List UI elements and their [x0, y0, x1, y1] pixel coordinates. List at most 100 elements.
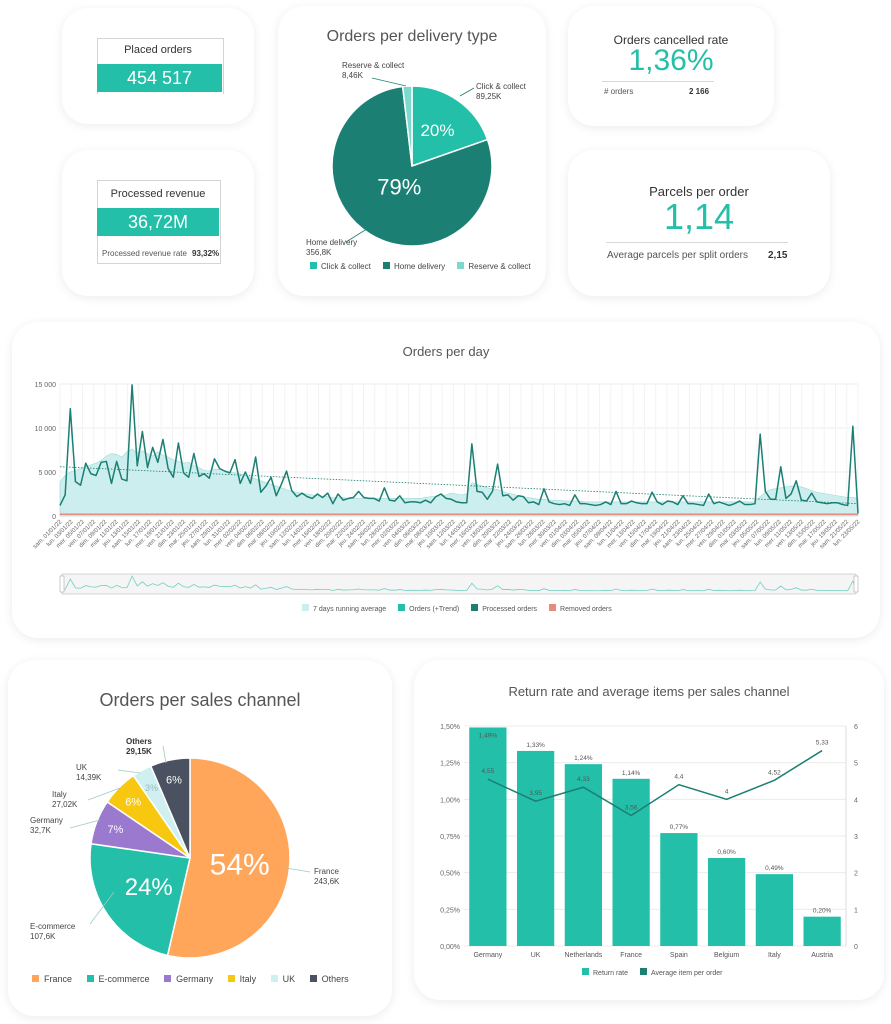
legend-item-italy[interactable]: Italy — [239, 974, 257, 984]
line-label-spain: 4,4 — [674, 774, 683, 781]
delivery-type-label-home: Home delivery 356,8K — [306, 238, 357, 258]
sales-label-italy-name: Italy — [52, 790, 67, 799]
bar-label-austria: 0,20% — [813, 908, 832, 915]
bar-label-belgium: 0,60% — [717, 849, 736, 856]
legend-item-reserve[interactable]: Reserve & collect — [468, 262, 531, 271]
pie-slice-e-commerce — [89, 842, 191, 957]
y-left-tick-label: 1,25% — [440, 761, 460, 768]
sales-label-germany-value: 32,7K — [30, 826, 51, 835]
leader-home — [345, 221, 379, 243]
delivery-type-label-home-value: 356,8K — [306, 248, 332, 257]
bar-austria — [803, 916, 841, 946]
pie-slice-reserve-collect — [401, 85, 413, 167]
sales-label-others: Others 29,15K — [126, 737, 152, 757]
processed-revenue-rate-value: 93,32% — [192, 249, 220, 258]
sales-label-others-name: Others — [126, 737, 152, 746]
sales-label-france: France 243,6K — [314, 867, 339, 887]
legend-swatch-uk — [270, 975, 278, 982]
sales-channel-legend: France E-commerce Germany Italy UK Other… — [32, 974, 349, 984]
bar-label-spain: 0,77% — [670, 824, 689, 831]
orders-per-day-legend: 7 days running average Orders (+Trend) P… — [302, 604, 612, 613]
cancelled-rate-value: 1,36% — [628, 44, 714, 77]
sales-label-italy-value: 27,02K — [52, 800, 78, 809]
sales-label-france-name: France — [314, 867, 339, 876]
y-left-tick-label: 0,75% — [440, 834, 460, 841]
parcels-sub-value: 2,15 — [768, 250, 788, 261]
series-orders-trend — [59, 466, 859, 505]
delivery-type-label-click-value: 89,25K — [476, 92, 502, 101]
legend-swatch-home — [383, 262, 391, 269]
parcels-divider — [606, 242, 788, 243]
y-tick-label: 15 000 — [35, 382, 57, 389]
placed-orders-value: 454 517 — [97, 64, 222, 92]
bar-belgium — [708, 858, 746, 946]
y-left-tick-label: 1,50% — [440, 724, 460, 731]
pie-pct-home-delivery: 79% — [377, 174, 421, 199]
bar-label-france: 1,14% — [622, 770, 641, 777]
range-navigator-series — [59, 575, 859, 592]
processed-revenue-card: Processed revenue 36,72M Processed reven… — [62, 150, 254, 296]
legend-swatch-italy — [227, 975, 235, 982]
pie-pct-uk: 3% — [145, 783, 158, 793]
legend-item-avg-items[interactable]: Average item per order — [650, 970, 723, 977]
leader-france — [285, 867, 311, 873]
sales-label-ecommerce-name: E-commerce — [30, 922, 76, 931]
legend-item-germany[interactable]: Germany — [176, 974, 214, 984]
legend-swatch-france — [32, 975, 39, 982]
legend-item-click[interactable]: Click & collect — [321, 262, 371, 271]
legend-item-home[interactable]: Home delivery — [394, 262, 446, 271]
legend-item-return[interactable]: Return rate — [593, 970, 629, 977]
legend-item-trend[interactable]: Orders (+Trend) — [409, 606, 460, 613]
pie-pct-germany: 7% — [107, 824, 123, 836]
x-tick-label-netherlands: Netherlands — [565, 952, 603, 959]
cancelled-rate-sub-label: # orders — [604, 87, 634, 96]
delivery-type-pie: 20% 79% — [331, 77, 493, 247]
legend-swatch-others — [309, 975, 317, 982]
x-tick-label-italy: Italy — [768, 952, 781, 959]
parcels-value: 1,14 — [663, 196, 735, 237]
orders-per-day-title: Orders per day — [402, 344, 490, 359]
cancelled-rate-label: Orders cancelled rate — [613, 33, 729, 47]
line-label-netherlands: 4,33 — [577, 776, 590, 783]
placed-orders-label: Placed orders — [124, 44, 192, 56]
pie-pct-e-commerce: 24% — [125, 874, 173, 901]
leader-uk — [117, 769, 141, 774]
sales-channel-title: Orders per sales channel — [99, 690, 301, 710]
legend-item-france[interactable]: France — [44, 974, 73, 984]
bar-label-italy: 0,49% — [765, 865, 784, 872]
cancelled-rate-sub-value: 2 166 — [689, 87, 710, 96]
legend-swatch-removed — [549, 604, 557, 611]
processed-revenue-value: 36,72M — [97, 208, 219, 236]
delivery-type-card: Orders per delivery type 20% 79% Reserve … — [278, 6, 546, 296]
series-average-items — [487, 749, 823, 817]
cancelled-rate-card: Orders cancelled rate 1,36% # orders 2 1… — [568, 6, 774, 126]
delivery-type-label-reserve-value: 8,46K — [342, 71, 363, 80]
legend-item-uk[interactable]: UK — [282, 974, 296, 984]
legend-item-processed[interactable]: Processed orders — [482, 606, 538, 613]
pie-pct-france: 54% — [210, 848, 270, 881]
x-tick-label-spain: Spain — [670, 952, 688, 959]
bar-label-uk: 1,33% — [526, 742, 545, 749]
legend-swatch-reserve — [457, 262, 465, 269]
y-right-tick-label: 5 — [854, 761, 858, 768]
line-label-austria: 5,33 — [816, 740, 829, 747]
range-navigator — [61, 573, 857, 595]
return-rate-legend: Return rate Average item per order — [582, 968, 722, 977]
delivery-type-label-click-name: Click & collect — [476, 82, 526, 91]
pie-slice-home-delivery — [331, 85, 493, 247]
sales-label-uk-name: UK — [76, 763, 88, 772]
legend-item-others[interactable]: Others — [321, 974, 349, 984]
y-right-tick-label: 2 — [854, 871, 858, 878]
legend-item-removed[interactable]: Removed orders — [560, 606, 612, 613]
y-tick-label: 5 000 — [38, 470, 56, 477]
cancelled-rate-divider — [602, 81, 714, 82]
legend-item-avg[interactable]: 7 days running average — [313, 606, 387, 613]
legend-swatch-return — [582, 968, 589, 975]
sales-label-italy: Italy 27,02K — [52, 790, 77, 810]
y-right-tick-label: 4 — [854, 797, 858, 804]
bar-italy — [755, 874, 793, 946]
legend-item-ecommerce[interactable]: E-commerce — [98, 974, 150, 984]
processed-revenue-rate-label: Processed revenue rate — [102, 249, 187, 258]
line-label-italy: 4,52 — [768, 769, 781, 776]
